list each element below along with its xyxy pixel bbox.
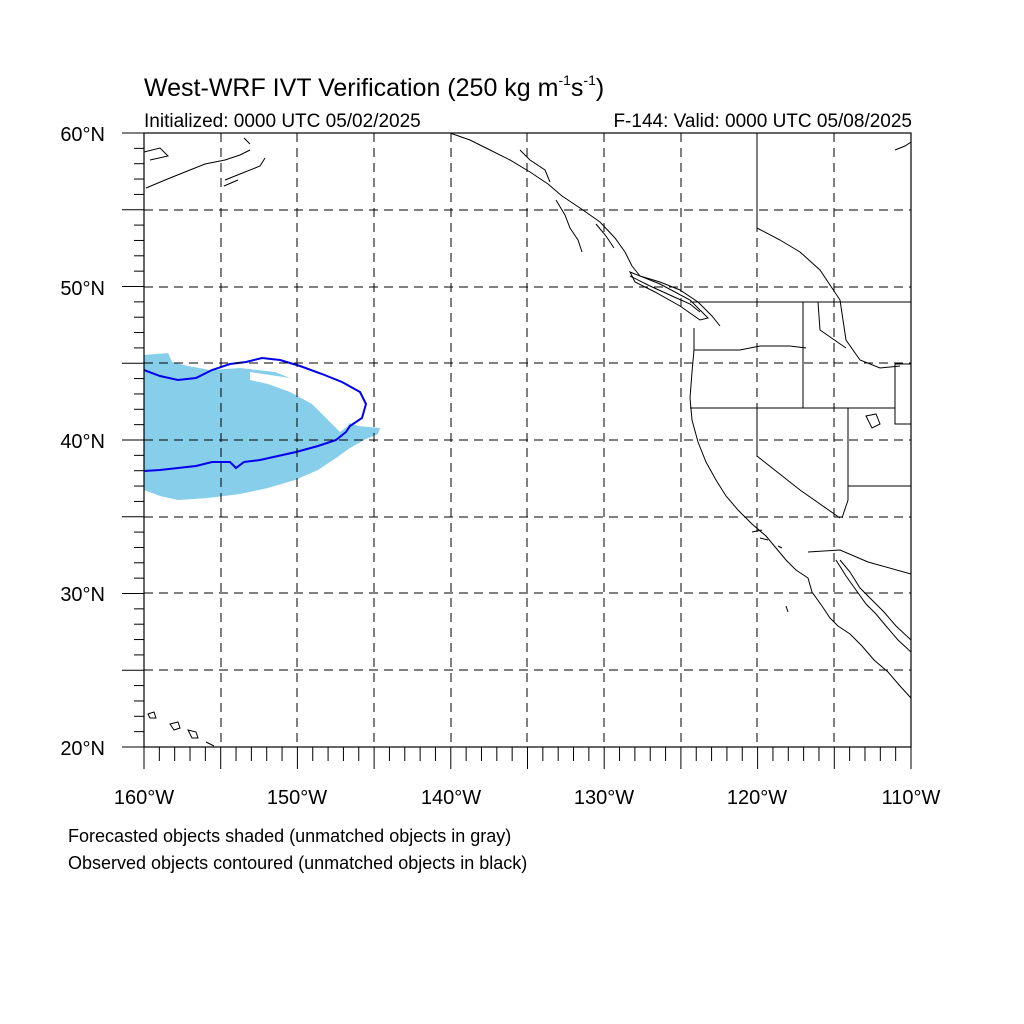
footnote-forecast: Forecasted objects shaded (unmatched obj… <box>68 826 512 846</box>
map-title: West-WRF IVT Verification (250 kg m-1s-1… <box>144 72 605 102</box>
lat-label-40: 40°N <box>60 431 105 453</box>
political-borders <box>690 133 911 575</box>
lon-label-130w: 130°W <box>574 787 634 809</box>
lon-labels: 160°W 150°W 140°W 130°W 120°W 110°W <box>114 787 941 809</box>
lat-labels: 60°N 50°N 40°N 30°N 20°N <box>60 124 105 760</box>
lat-label-60: 60°N <box>60 124 105 146</box>
axis-ticks <box>122 132 912 769</box>
lat-label-20: 20°N <box>60 738 105 760</box>
graticule <box>144 133 911 747</box>
lon-label-160w: 160°W <box>114 787 174 809</box>
valid-time-label: F-144: Valid: 0000 UTC 05/08/2025 <box>613 111 912 132</box>
lon-label-110w: 110°W <box>882 787 941 809</box>
lon-label-120w: 120°W <box>727 787 787 809</box>
lon-label-150w: 150°W <box>267 787 327 809</box>
lon-label-140w: 140°W <box>421 787 481 809</box>
forecast-gap <box>250 372 352 432</box>
footnote-observed: Observed objects contoured (unmatched ob… <box>68 853 528 873</box>
lat-label-30: 30°N <box>60 584 105 606</box>
observed-object-contour <box>144 356 368 472</box>
lat-label-50: 50°N <box>60 278 105 300</box>
initialized-label: Initialized: 0000 UTC 05/02/2025 <box>144 111 421 132</box>
